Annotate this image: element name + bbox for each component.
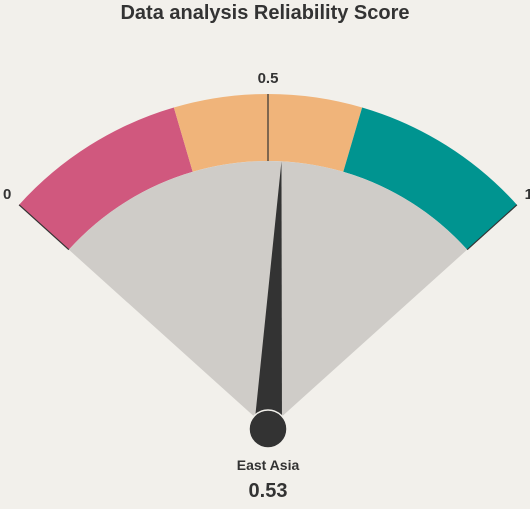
gauge-tick-label-2: 1 bbox=[525, 186, 530, 203]
value-category-label: East Asia bbox=[237, 457, 300, 473]
value-number-label: 0.53 bbox=[249, 480, 288, 502]
gauge-tick-label-0: 0 bbox=[3, 186, 11, 203]
gauge-needle-hub bbox=[249, 410, 287, 448]
gauge-tick-label-1: 0.5 bbox=[258, 70, 279, 87]
